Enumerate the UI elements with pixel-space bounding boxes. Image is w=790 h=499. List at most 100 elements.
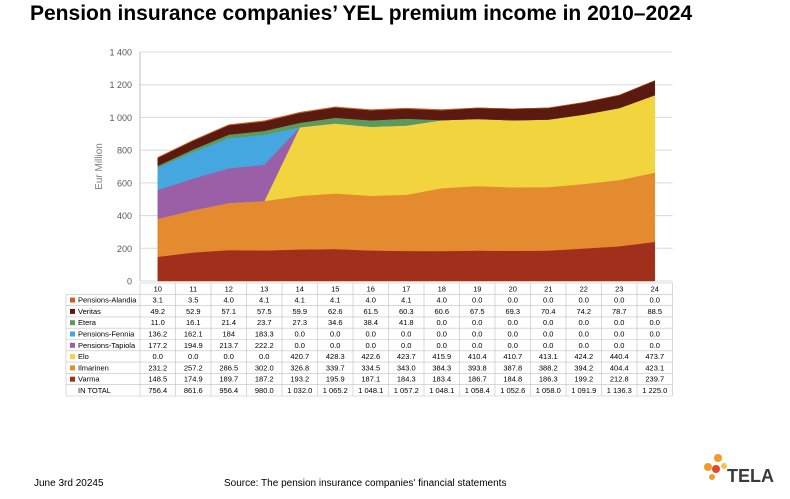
data-label: 186.7 xyxy=(468,375,487,384)
data-label: 174.9 xyxy=(184,375,203,384)
data-label: 0.0 xyxy=(330,330,340,339)
data-label: 286.5 xyxy=(219,363,238,372)
x-tick-label: 14 xyxy=(296,284,304,293)
data-label: 69.3 xyxy=(505,307,520,316)
data-label: 428.3 xyxy=(326,352,345,361)
data-label: 0.0 xyxy=(508,341,518,350)
data-label: 60.3 xyxy=(399,307,414,316)
data-label: 404.4 xyxy=(610,363,629,372)
x-tick-label: 24 xyxy=(651,284,659,293)
data-label: 67.5 xyxy=(470,307,485,316)
data-label: 70.4 xyxy=(541,307,556,316)
data-label: 184.3 xyxy=(397,375,416,384)
data-label: 4.0 xyxy=(224,296,234,305)
total-value: 1 048.1 xyxy=(358,386,383,395)
data-label: 57.5 xyxy=(257,307,272,316)
data-label: 0.0 xyxy=(224,352,234,361)
data-label: 183.4 xyxy=(432,375,451,384)
total-value: 1 052.6 xyxy=(500,386,525,395)
data-label: 199.2 xyxy=(574,375,593,384)
x-tick-label: 18 xyxy=(438,284,446,293)
total-value: 1 057.2 xyxy=(394,386,419,395)
data-label: 41.8 xyxy=(399,318,414,327)
data-label: 0.0 xyxy=(579,341,589,350)
data-label: 326.8 xyxy=(290,363,309,372)
data-label: 0.0 xyxy=(650,330,660,339)
total-value: 1 032.0 xyxy=(287,386,312,395)
data-label: 187.1 xyxy=(361,375,380,384)
y-axis: 0 200 400 600 800 1 000 1 200 1 400 xyxy=(109,48,141,287)
x-tick-label: 21 xyxy=(544,284,552,293)
data-label: 0.0 xyxy=(543,341,553,350)
data-label: 61.5 xyxy=(363,307,378,316)
data-label: 0.0 xyxy=(614,330,624,339)
data-label: 339.7 xyxy=(326,363,345,372)
y-tick-label: 1 200 xyxy=(109,80,132,90)
tela-logo: TELA xyxy=(700,452,780,497)
legend-entry: Varma xyxy=(78,375,100,384)
legend-swatch xyxy=(70,331,75,337)
y-tick-label: 200 xyxy=(117,244,132,254)
data-label: 23.7 xyxy=(257,318,272,327)
data-label: 410.4 xyxy=(468,352,487,361)
logo-dot-icon xyxy=(704,463,712,471)
legend-swatch xyxy=(70,342,75,348)
total-value: 956.4 xyxy=(219,386,238,395)
data-label: 186.3 xyxy=(539,375,558,384)
data-label: 0.0 xyxy=(543,330,553,339)
data-label: 334.5 xyxy=(361,363,380,372)
data-label: 387.8 xyxy=(503,363,522,372)
logo-dot-icon xyxy=(709,474,715,480)
legend-swatch xyxy=(70,320,75,326)
data-label: 0.0 xyxy=(437,318,447,327)
data-label: 187.2 xyxy=(255,375,274,384)
y-tick-label: 800 xyxy=(117,146,132,156)
data-label: 0.0 xyxy=(614,341,624,350)
data-label: 0.0 xyxy=(472,296,482,305)
data-label: 62.6 xyxy=(328,307,343,316)
data-label: 394.2 xyxy=(574,363,593,372)
total-value: 1 058.4 xyxy=(465,386,490,395)
data-label: 59.9 xyxy=(292,307,307,316)
data-label: 0.0 xyxy=(614,296,624,305)
total-value: 1 048.1 xyxy=(429,386,454,395)
footer-source: Source: The pension insurance companies'… xyxy=(224,478,507,489)
data-label: 4.1 xyxy=(401,296,411,305)
total-value: 1 058.0 xyxy=(536,386,561,395)
data-label: 415.9 xyxy=(432,352,451,361)
data-label: 0.0 xyxy=(614,318,624,327)
y-tick-label: 0 xyxy=(127,277,132,287)
data-label: 257.2 xyxy=(184,363,203,372)
total-value: 1 136.3 xyxy=(607,386,632,395)
x-tick-label: 11 xyxy=(189,284,197,293)
data-label: 423.7 xyxy=(397,352,416,361)
data-label: 38.4 xyxy=(363,318,378,327)
data-label: 4.0 xyxy=(437,296,447,305)
x-tick-label: 16 xyxy=(367,284,375,293)
data-label: 212.8 xyxy=(610,375,629,384)
x-tick-label: 22 xyxy=(580,284,588,293)
data-label: 88.5 xyxy=(647,307,662,316)
x-tick-label: 20 xyxy=(509,284,517,293)
chart-title: Pension insurance companies’ YEL premium… xyxy=(30,2,693,25)
data-label: 0.0 xyxy=(401,341,411,350)
total-value: 1 225.0 xyxy=(642,386,667,395)
data-label: 184.8 xyxy=(503,375,522,384)
logo-dot-icon xyxy=(714,454,722,462)
data-label: 74.2 xyxy=(576,307,591,316)
data-label: 0.0 xyxy=(579,296,589,305)
data-label: 0.0 xyxy=(366,330,376,339)
data-label: 4.1 xyxy=(295,296,305,305)
data-label: 343.0 xyxy=(397,363,416,372)
data-label: 60.6 xyxy=(434,307,449,316)
data-label: 184 xyxy=(222,330,235,339)
data-label: 384.3 xyxy=(432,363,451,372)
data-label: 440.4 xyxy=(610,352,629,361)
x-tick-label: 17 xyxy=(402,284,410,293)
data-label: 0.0 xyxy=(295,330,305,339)
data-label: 0.0 xyxy=(650,341,660,350)
legend-entry: Etera xyxy=(78,318,97,327)
data-label: 148.5 xyxy=(148,375,167,384)
x-tick-label: 19 xyxy=(473,284,481,293)
total-label: IN TOTAL xyxy=(78,386,111,395)
